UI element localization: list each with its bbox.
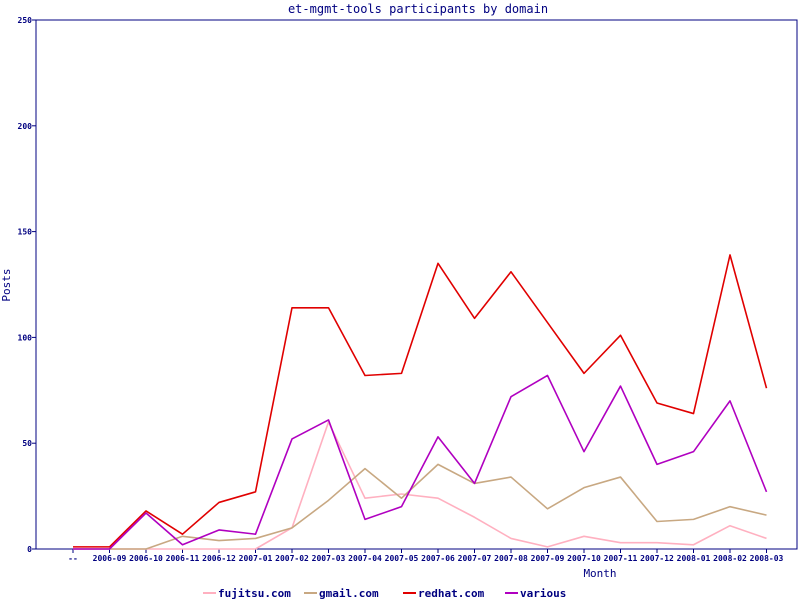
series-line-redhat-com	[73, 254, 768, 548]
series-lines	[73, 254, 768, 550]
x-tick-label: 2008-03	[750, 554, 784, 563]
legend: fujitsu.com gmail.com redhat.com various	[203, 587, 566, 600]
y-tick-label: 100	[18, 333, 33, 342]
y-axis-label: Posts	[0, 268, 13, 301]
x-tick-label: 2006-09	[93, 554, 127, 563]
chart-title: et-mgmt-tools participants by domain	[288, 2, 548, 16]
y-tick-label: 200	[18, 122, 33, 131]
y-axis-ticks: 0 50 100 150 200 250	[18, 16, 36, 554]
x-tick-label: 2007-06	[421, 554, 455, 563]
x-tick-label: 2006-11	[166, 554, 200, 563]
x-tick-label: 2008-02	[713, 554, 747, 563]
y-tick-label: 150	[18, 228, 33, 237]
x-tick-label: --	[68, 554, 78, 563]
x-axis-label: Month	[583, 567, 616, 580]
x-tick-label: 2007-04	[348, 554, 382, 563]
y-tick-label: 250	[18, 16, 33, 25]
legend-label: fujitsu.com	[218, 587, 291, 600]
x-tick-label: 2007-09	[531, 554, 565, 563]
series-line-gmail-com	[73, 463, 767, 550]
x-tick-label: 2007-05	[385, 554, 419, 563]
x-tick-label: 2007-02	[275, 554, 309, 563]
y-tick-label: 50	[22, 439, 32, 448]
legend-label: various	[520, 587, 566, 600]
x-tick-label: 2007-01	[239, 554, 273, 563]
series-line-various	[73, 374, 768, 550]
y-tick-label: 0	[27, 545, 32, 554]
x-tick-label: 2007-03	[312, 554, 346, 563]
x-tick-label: 2006-12	[202, 554, 236, 563]
plot-area	[35, 19, 798, 550]
x-tick-label: 2008-01	[677, 554, 711, 563]
x-tick-label: 2007-08	[494, 554, 528, 563]
series-line-fujitsu-com	[73, 421, 767, 550]
x-tick-label: 2007-12	[640, 554, 674, 563]
x-tick-label: 2007-07	[458, 554, 492, 563]
x-tick-label: 2007-10	[567, 554, 601, 563]
legend-label: gmail.com	[319, 587, 379, 600]
x-tick-label: 2007-11	[604, 554, 638, 563]
legend-label: redhat.com	[418, 587, 485, 600]
x-tick-label: 2006-10	[129, 554, 163, 563]
x-axis-ticks: -- 2006-09 2006-10 2006-11 2006-12 2007-01 200…	[68, 549, 784, 563]
